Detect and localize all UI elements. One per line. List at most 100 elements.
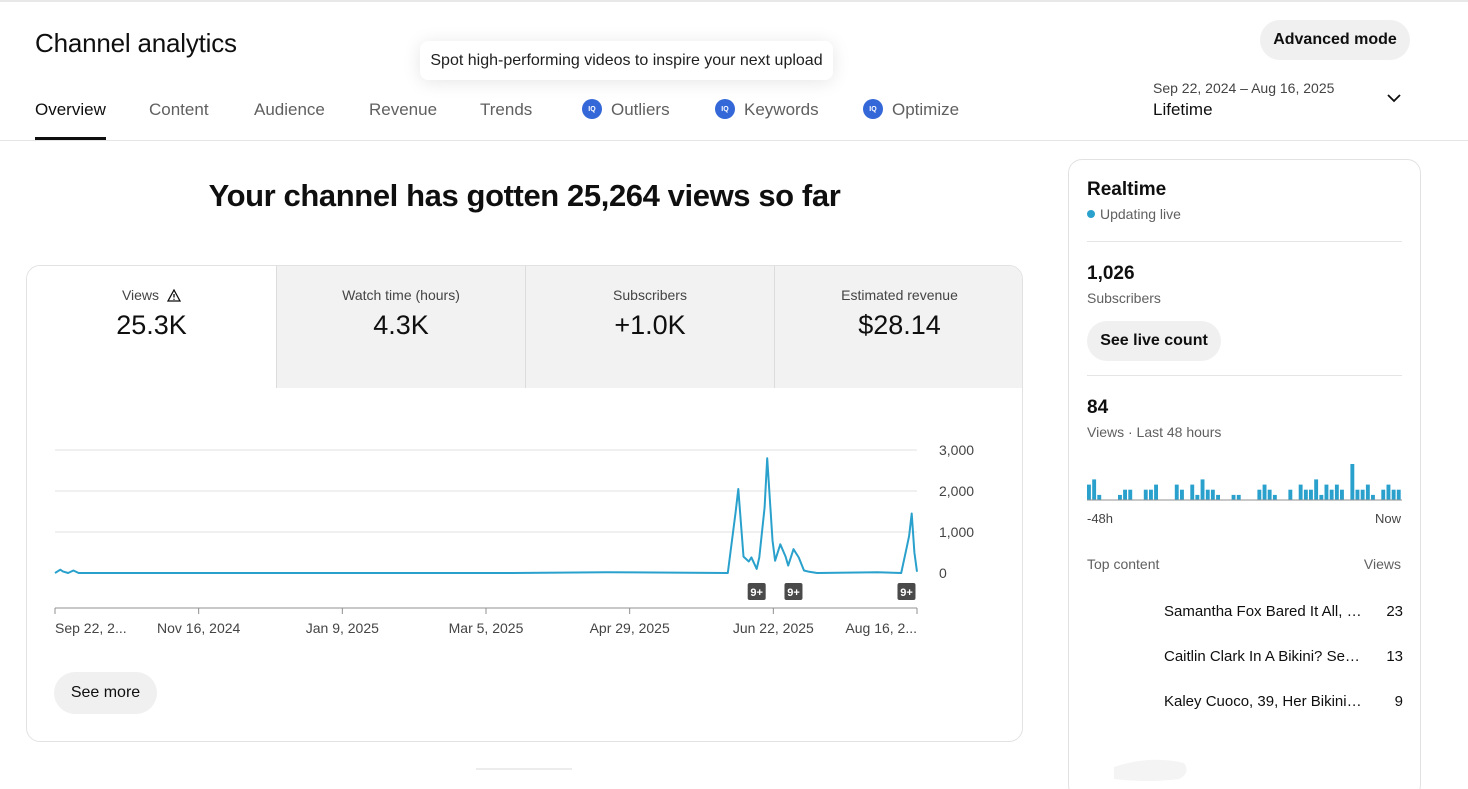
tab-keywords[interactable]: IQ Keywords xyxy=(715,99,819,140)
realtime-views: 84 xyxy=(1087,397,1109,418)
spark-bar xyxy=(1236,494,1241,500)
tab-audience[interactable]: Audience xyxy=(254,100,325,140)
metric-value: $28.14 xyxy=(858,310,941,340)
subscriber-label: Subscribers xyxy=(1087,290,1161,306)
see-live-count-button[interactable]: See live count xyxy=(1087,321,1221,361)
spark-bar xyxy=(1340,489,1344,500)
see-more-button[interactable]: See more xyxy=(54,672,157,714)
spark-bar xyxy=(1391,489,1396,500)
x-tick-label: Jan 9, 2025 xyxy=(306,620,379,636)
tab-label: Revenue xyxy=(369,100,438,119)
spark-bar xyxy=(1195,494,1200,500)
tab-optimize[interactable]: IQ Optimize xyxy=(863,99,959,140)
live-dot-icon xyxy=(1087,210,1095,218)
spark-bar xyxy=(1257,489,1262,500)
tab-label: Keywords xyxy=(744,100,819,119)
advanced-mode-button[interactable]: Advanced mode xyxy=(1260,20,1410,60)
metric-value: 25.3K xyxy=(116,310,187,340)
overview-card: Views 25.3K Watch time (hours) 4.3K Subs… xyxy=(26,265,1023,742)
tab-outliers[interactable]: IQ Outliers xyxy=(582,99,670,140)
tooltip: Spot high-performing videos to inspire y… xyxy=(420,41,833,80)
live-status-text: Updating live xyxy=(1100,206,1181,222)
spark-bar xyxy=(1149,489,1153,500)
spark-bar xyxy=(1355,489,1360,500)
video-title: Samantha Fox Bared It All, L... xyxy=(1164,603,1362,620)
video-title: Kaley Cuoco, 39, Her Bikini Ph... xyxy=(1164,693,1362,710)
iq-icon: IQ xyxy=(863,99,883,119)
spark-bar xyxy=(1087,484,1091,500)
x-tick-label: Jun 22, 2025 xyxy=(733,620,814,636)
realtime-card: Realtime Updating live 1,026 Subscribers… xyxy=(1068,159,1421,789)
y-axis-labels: 3,000 2,000 1,000 0 xyxy=(939,442,974,581)
iq-icon: IQ xyxy=(582,99,602,119)
annotation-badge[interactable]: 9+ xyxy=(747,583,766,600)
metric-subscribers[interactable]: Subscribers +1.0K xyxy=(525,266,774,388)
spark-bar xyxy=(1319,494,1324,500)
subscriber-count: 1,026 xyxy=(1087,263,1135,284)
realtime-title: Realtime xyxy=(1087,179,1167,200)
divider xyxy=(1087,241,1402,242)
spark-bar xyxy=(1298,484,1303,500)
spark-bar xyxy=(1174,484,1179,500)
metric-watch-time[interactable]: Watch time (hours) 4.3K xyxy=(276,266,525,388)
y-tick-label: 0 xyxy=(939,565,947,581)
date-range-picker[interactable]: Sep 22, 2024 – Aug 16, 2025 Lifetime xyxy=(1153,78,1408,126)
metric-label: Watch time (hours) xyxy=(342,287,460,303)
spark-bar xyxy=(1262,484,1267,500)
tab-content[interactable]: Content xyxy=(149,100,209,140)
spark-bar xyxy=(1205,489,1210,500)
spark-bar xyxy=(1350,464,1355,500)
live-status: Updating live xyxy=(1087,206,1181,222)
spark-bar xyxy=(1180,489,1184,500)
top-content-heading: Top content xyxy=(1087,556,1160,572)
warning-icon xyxy=(167,289,182,302)
metric-views[interactable]: Views 25.3K xyxy=(27,266,276,388)
tab-label: Trends xyxy=(480,100,533,119)
spark-axis-start: -48h xyxy=(1087,511,1114,526)
tabs-divider xyxy=(0,140,1468,141)
spark-bar xyxy=(1396,489,1401,500)
spark-bar xyxy=(1231,494,1236,500)
realtime-views-label: Views · Last 48 hours xyxy=(1087,424,1222,440)
spark-bar xyxy=(1200,479,1205,500)
metric-value: +1.0K xyxy=(614,310,686,340)
top-content-views-heading: Views xyxy=(1363,556,1401,572)
tab-trends[interactable]: Trends xyxy=(480,100,532,140)
spark-bar xyxy=(1314,479,1319,500)
x-tick-label: Aug 16, 2... xyxy=(845,620,917,636)
top-content-item[interactable]: Samantha Fox Bared It All, L... 23 xyxy=(1164,603,1403,623)
spark-bar xyxy=(1267,489,1272,500)
spark-bar xyxy=(1128,489,1133,500)
scroll-indicator xyxy=(476,768,572,770)
spark-bar xyxy=(1123,489,1127,500)
annotation-badge[interactable]: 9+ xyxy=(784,583,803,600)
spark-bar xyxy=(1324,484,1329,500)
spark-bar xyxy=(1334,484,1339,500)
svg-text:9+: 9+ xyxy=(787,587,800,599)
metric-value: 4.3K xyxy=(373,310,429,340)
svg-text:9+: 9+ xyxy=(750,587,763,599)
metric-label: Estimated revenue xyxy=(841,287,958,303)
chevron-down-icon xyxy=(1387,94,1401,103)
spark-bar xyxy=(1371,494,1375,500)
metric-estimated-revenue[interactable]: Estimated revenue $28.14 xyxy=(774,266,1022,388)
spark-bar xyxy=(1097,494,1102,500)
tab-label: Outliers xyxy=(611,100,670,119)
spark-bar xyxy=(1329,489,1334,500)
top-content-item[interactable]: Caitlin Clark In A Bikini? See ... 13 xyxy=(1164,648,1403,668)
spark-bar xyxy=(1365,484,1370,500)
svg-text:9+: 9+ xyxy=(900,587,913,599)
y-tick-label: 3,000 xyxy=(939,442,974,458)
spark-bar xyxy=(1143,489,1148,500)
video-title: Caitlin Clark In A Bikini? See ... xyxy=(1164,648,1362,665)
top-content-item[interactable]: Kaley Cuoco, 39, Her Bikini Ph... 9 xyxy=(1164,693,1403,713)
tab-revenue[interactable]: Revenue xyxy=(369,100,437,140)
page-title: Channel analytics xyxy=(35,28,237,58)
divider xyxy=(1087,375,1402,376)
annotation-badge[interactable]: 9+ xyxy=(897,583,916,600)
tab-overview[interactable]: Overview xyxy=(35,100,106,140)
top-border xyxy=(0,0,1468,2)
metric-label: Subscribers xyxy=(613,287,687,303)
tab-label: Audience xyxy=(254,100,325,119)
metric-label-text: Views xyxy=(121,287,160,303)
